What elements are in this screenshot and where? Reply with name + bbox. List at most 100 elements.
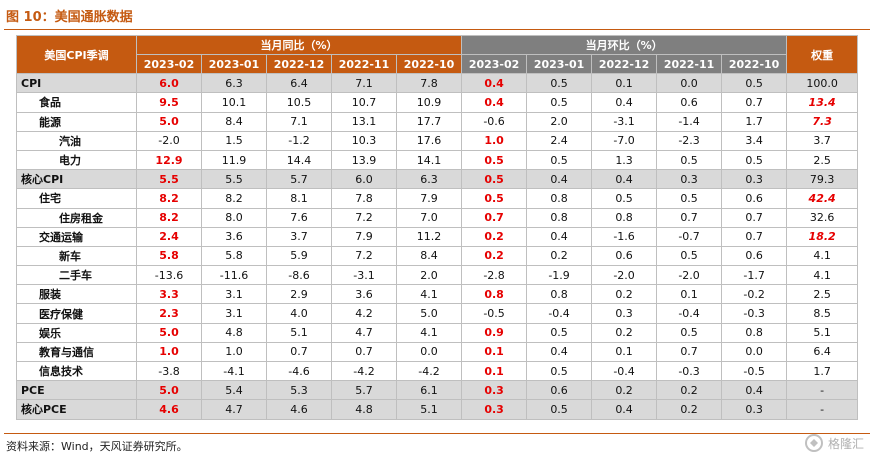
yoy-cell: 2.4 [136, 226, 202, 247]
mom-cell: 0.2 [656, 399, 723, 420]
table-row: 住宅 8.2 8.2 8.1 7.8 7.9 0.5 0.8 0.5 0.5 0.6 42.4 [16, 188, 859, 209]
yoy-cell: 5.0 [395, 303, 463, 324]
table-row: 核心CPI 5.5 5.5 5.7 6.0 6.3 0.5 0.4 0.4 0.3 0.3 79.3 [16, 169, 859, 190]
mom-cell: -0.4 [526, 303, 593, 324]
mom-cell: 0.5 [526, 149, 593, 171]
yoy-cell: 10.7 [331, 92, 397, 113]
mom-cell: 0.3 [721, 399, 788, 420]
header-row-groups: 美国CPI季调 当月同比（%） 当月环比（%） 权重 [16, 34, 859, 75]
yoy-cell: 7.9 [395, 188, 463, 209]
mom-cell: 0.4 [526, 226, 593, 247]
mom-cell: 0.7 [721, 207, 788, 228]
mom-cell: -0.7 [656, 226, 723, 247]
yoy-cell: -11.6 [201, 265, 267, 286]
mom-cell: 0.7 [656, 207, 723, 228]
yoy-cell: 3.1 [201, 284, 267, 305]
yoy-cell: -1.2 [266, 130, 332, 151]
mom-cell: 0.6 [526, 380, 593, 401]
table-row: 医疗保健 2.3 3.1 4.0 4.2 5.0 -0.5 -0.4 0.3 -0.4 -0.3 8.… [16, 303, 859, 324]
yoy-cell: 4.6 [266, 399, 332, 420]
table-row: 核心PCE 4.6 4.7 4.6 4.8 5.1 0.3 0.5 0.4 0.2 0.3- [16, 399, 859, 420]
title-divider [4, 29, 870, 30]
mom-cell: 0.7 [461, 207, 528, 228]
yoy-cell: 4.1 [395, 322, 463, 343]
mom-cell: 0.3 [461, 399, 528, 420]
yoy-cell: 10.1 [201, 92, 267, 113]
mom-cell: 2.4 [526, 130, 593, 151]
yoy-cell: -4.2 [395, 360, 463, 382]
mom-month-header: 2022-12 [591, 54, 658, 75]
mom-cell: 0.6 [721, 188, 788, 209]
yoy-cell: 3.1 [201, 303, 267, 324]
yoy-cell: 0.0 [395, 341, 463, 363]
row-label: 汽油 [16, 130, 137, 151]
yoy-month-header: 2022-11 [331, 54, 397, 75]
yoy-cell: 2.9 [266, 284, 332, 305]
mom-cell: 0.8 [721, 322, 788, 343]
mom-month-header: 2022-11 [656, 54, 723, 75]
table-row: 住房租金 8.2 8.0 7.6 7.2 7.0 0.7 0.8 0.8 0.7 0.7 32.6 [16, 207, 859, 228]
weight-cell: - [786, 399, 859, 420]
yoy-cell: 5.7 [331, 380, 397, 401]
yoy-cell: 2.0 [395, 265, 463, 286]
mom-cell: 0.8 [526, 188, 593, 209]
yoy-cell: 4.8 [201, 322, 267, 343]
mom-month-header: 2023-02 [461, 54, 528, 75]
mom-cell: 0.5 [591, 188, 658, 209]
yoy-cell: 6.4 [266, 73, 332, 94]
mom-cell: 0.7 [721, 92, 788, 113]
row-label: CPI [16, 73, 137, 94]
weight-cell: 4.1 [786, 265, 859, 286]
yoy-cell: 17.6 [395, 130, 463, 151]
row-label: 核心CPI [16, 169, 137, 190]
yoy-cell: 7.2 [331, 207, 397, 228]
mom-cell: 0.2 [591, 322, 658, 343]
mom-cell: 0.2 [461, 226, 528, 247]
mom-cell: 0.4 [591, 169, 658, 190]
weight-cell: 7.3 [786, 111, 859, 132]
yoy-cell: 7.2 [331, 245, 397, 267]
mom-cell: -0.5 [461, 303, 528, 324]
row-label: 服装 [16, 284, 137, 305]
mom-cell: 0.5 [526, 360, 593, 382]
mom-cell: 0.5 [526, 92, 593, 113]
mom-cell: -0.4 [591, 360, 658, 382]
mom-cell: -0.6 [461, 111, 528, 132]
weight-cell: 8.5 [786, 303, 859, 324]
table-row: 信息技术 -3.8 -4.1 -4.6 -4.2 -4.2 0.1 0.5 -0.4 -0.3 -0… [16, 360, 859, 382]
yoy-cell: 10.9 [395, 92, 463, 113]
yoy-cell: 10.5 [266, 92, 332, 113]
row-label: 核心PCE [16, 399, 137, 420]
weight-cell: 42.4 [786, 188, 859, 209]
mom-cell: 0.5 [461, 188, 528, 209]
row-label: 电力 [16, 149, 137, 171]
yoy-cell: 7.6 [266, 207, 332, 228]
mom-cell: 1.3 [591, 149, 658, 171]
table-row: CPI 6.0 6.3 6.4 7.1 7.8 0.4 0.5 0.1 0.0 0.5 100.0 [16, 73, 859, 94]
mom-cell: 0.7 [656, 341, 723, 363]
weight-cell: 2.5 [786, 284, 859, 305]
yoy-cell: 5.0 [136, 111, 202, 132]
mom-cell: 0.3 [721, 169, 788, 190]
yoy-cell: 7.8 [331, 188, 397, 209]
yoy-cell: -13.6 [136, 265, 202, 286]
yoy-cell: 5.9 [266, 245, 332, 267]
table-row: 食品 9.5 10.1 10.5 10.7 10.9 0.4 0.5 0.4 0.6 0.7 13.4 [16, 92, 859, 113]
yoy-cell: 0.7 [266, 341, 332, 363]
yoy-cell: 4.1 [395, 284, 463, 305]
mom-cell: 0.0 [656, 73, 723, 94]
mom-cell: 0.8 [526, 207, 593, 228]
yoy-cell: 5.0 [136, 322, 202, 343]
yoy-cell: -8.6 [266, 265, 332, 286]
weight-cell: 13.4 [786, 92, 859, 113]
table-row: 交通运输 2.4 3.6 3.7 7.9 11.2 0.2 0.4 -1.6 -0.7 0.7 18.… [16, 226, 859, 247]
yoy-month-header: 2023-01 [201, 54, 267, 75]
mom-cell: -1.4 [656, 111, 723, 132]
mom-cell: -1.7 [721, 265, 788, 286]
weight-cell: 32.6 [786, 207, 859, 228]
weight-cell: 79.3 [786, 169, 859, 190]
yoy-cell: 8.2 [201, 188, 267, 209]
yoy-cell: 1.0 [136, 341, 202, 363]
yoy-cell: 6.0 [136, 73, 202, 94]
watermark-text: 格隆汇 [827, 436, 864, 451]
